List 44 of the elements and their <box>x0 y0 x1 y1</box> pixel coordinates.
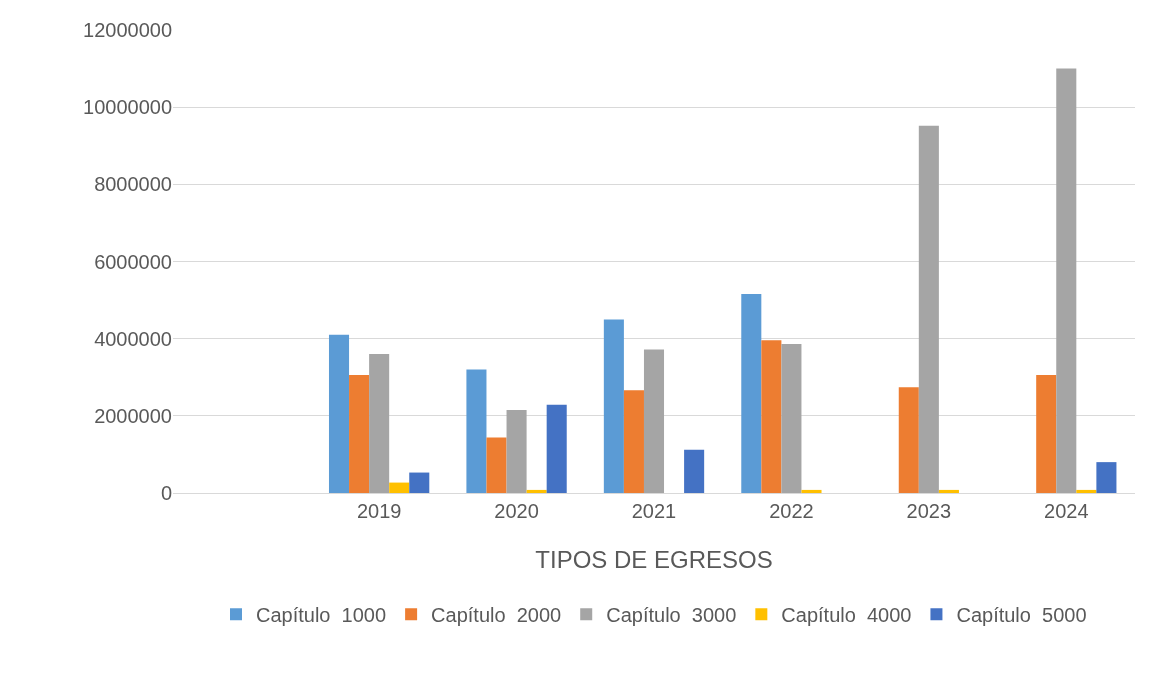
x-tick-label: 2020 <box>494 500 539 522</box>
bar <box>938 489 959 493</box>
bar <box>506 410 527 493</box>
x-tick-label: 2022 <box>769 500 814 522</box>
bar <box>761 340 782 493</box>
bar <box>741 293 762 493</box>
x-tick-label: 2019 <box>356 500 402 522</box>
bar <box>603 319 624 493</box>
y-tick-label: 8000000 <box>94 173 172 196</box>
bar <box>623 390 644 493</box>
y-tick-label: 2000000 <box>94 404 172 427</box>
y-tick-label: 10000000 <box>83 96 172 119</box>
x-tick-label: 2024 <box>1044 500 1089 522</box>
y-tick-label: 0 <box>160 482 172 504</box>
bar <box>546 404 567 493</box>
legend-label: Capítulo 5000 <box>956 604 1087 627</box>
legend-label: Capítulo 1000 <box>256 604 387 627</box>
y-tick-label: 12000000 <box>83 19 172 41</box>
bar <box>486 437 507 493</box>
bar <box>369 354 390 493</box>
bar <box>918 125 939 493</box>
bar <box>526 489 547 493</box>
legend-label: Capítulo 4000 <box>781 604 912 627</box>
legend-label: Capítulo 2000 <box>431 604 562 627</box>
y-tick-label: 6000000 <box>94 250 172 273</box>
x-axis-title: TIPOS DE EGRESOS <box>535 546 773 574</box>
bar <box>643 349 665 493</box>
bar <box>1056 68 1077 493</box>
bar <box>349 374 370 493</box>
bar <box>328 334 350 493</box>
bar <box>1076 489 1097 493</box>
bar <box>389 482 410 493</box>
bar <box>801 489 822 493</box>
legend-label: Capítulo 3000 <box>606 604 737 627</box>
bar <box>898 387 919 493</box>
bar <box>684 449 705 493</box>
bar <box>409 472 430 493</box>
x-tick-label: 2023 <box>906 500 952 522</box>
y-tick-label: 4000000 <box>94 327 172 350</box>
bar <box>781 344 802 493</box>
bar <box>1036 374 1057 493</box>
bar <box>1096 462 1117 493</box>
x-tick-label: 2021 <box>631 500 677 522</box>
bar <box>466 369 487 493</box>
